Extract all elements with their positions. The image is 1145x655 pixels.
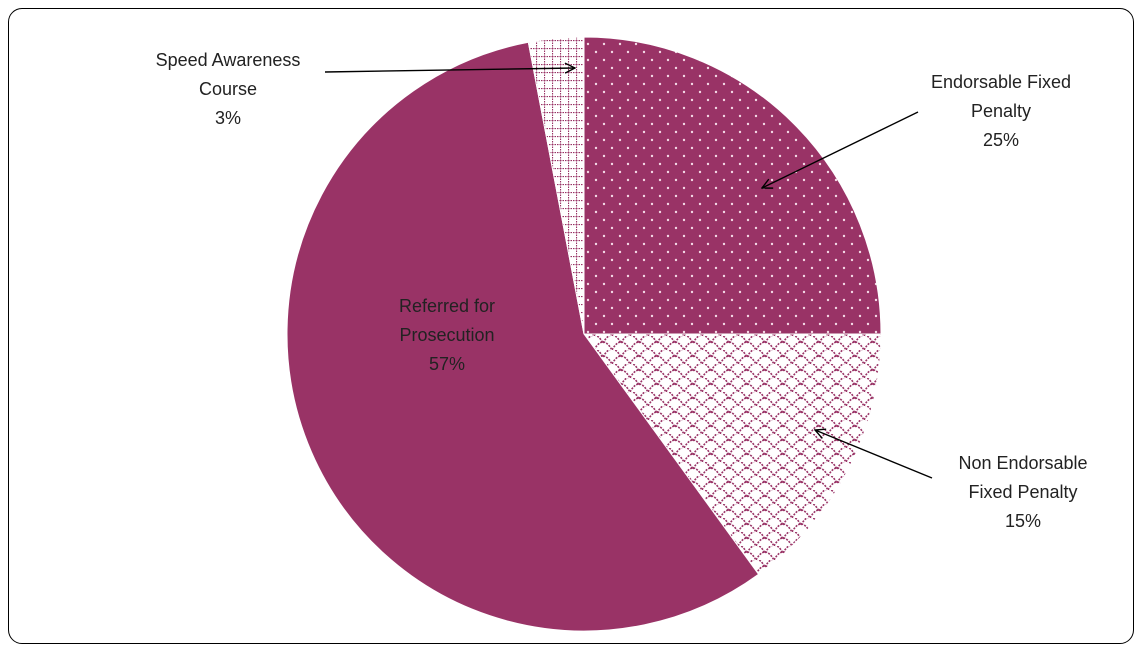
slice-percent-4: 3% — [215, 108, 241, 128]
slice-label-line-3-1: Referred for — [399, 296, 495, 316]
slice-label-line-1-2: Penalty — [971, 101, 1031, 121]
slice-label-1: Endorsable Fixed Penalty 25% — [931, 72, 1071, 150]
slice-label-line-2-2: Fixed Penalty — [968, 482, 1077, 502]
slice-percent-2: 15% — [1005, 511, 1041, 531]
slice-label-line-4-2: Course — [199, 79, 257, 99]
pie-slice-1 — [584, 37, 881, 334]
slice-percent-1: 25% — [983, 130, 1019, 150]
slice-label-line-3-2: Prosecution — [399, 325, 494, 345]
slice-label-4: Speed Awareness Course 3% — [156, 50, 301, 128]
slice-label-2: Non Endorsable Fixed Penalty 15% — [958, 453, 1087, 531]
slice-label-line-1-1: Endorsable Fixed — [931, 72, 1071, 92]
pie-slices — [287, 37, 881, 631]
slice-label-line-4-1: Speed Awareness — [156, 50, 301, 70]
slice-label-line-2-1: Non Endorsable — [958, 453, 1087, 473]
slice-percent-3: 57% — [429, 354, 465, 374]
